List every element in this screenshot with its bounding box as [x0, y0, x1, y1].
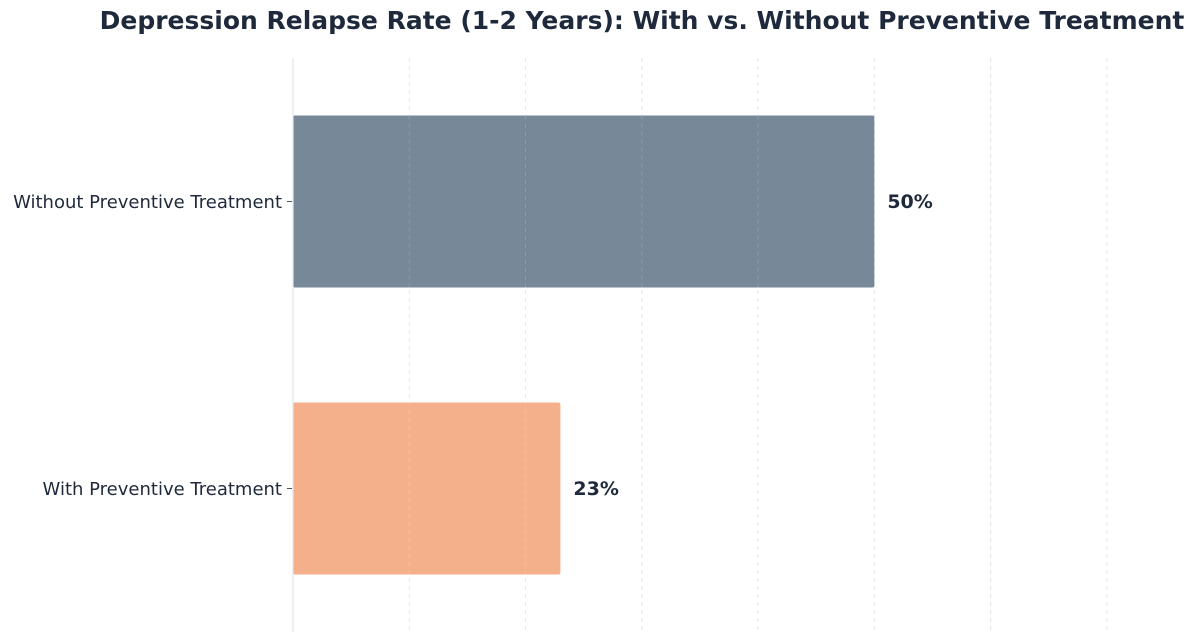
- chart-title: Depression Relapse Rate (1-2 Years): Wit…: [100, 6, 1185, 35]
- category-label: Without Preventive Treatment: [13, 192, 282, 213]
- category-label: With Preventive Treatment: [43, 479, 282, 500]
- bar-2: [293, 402, 561, 575]
- value-label: 50%: [887, 191, 932, 213]
- value-label: 23%: [573, 478, 618, 500]
- bars: [293, 115, 875, 575]
- bar-1: [293, 115, 875, 288]
- labels: Without Preventive Treatment 50% With Prev…: [13, 191, 933, 500]
